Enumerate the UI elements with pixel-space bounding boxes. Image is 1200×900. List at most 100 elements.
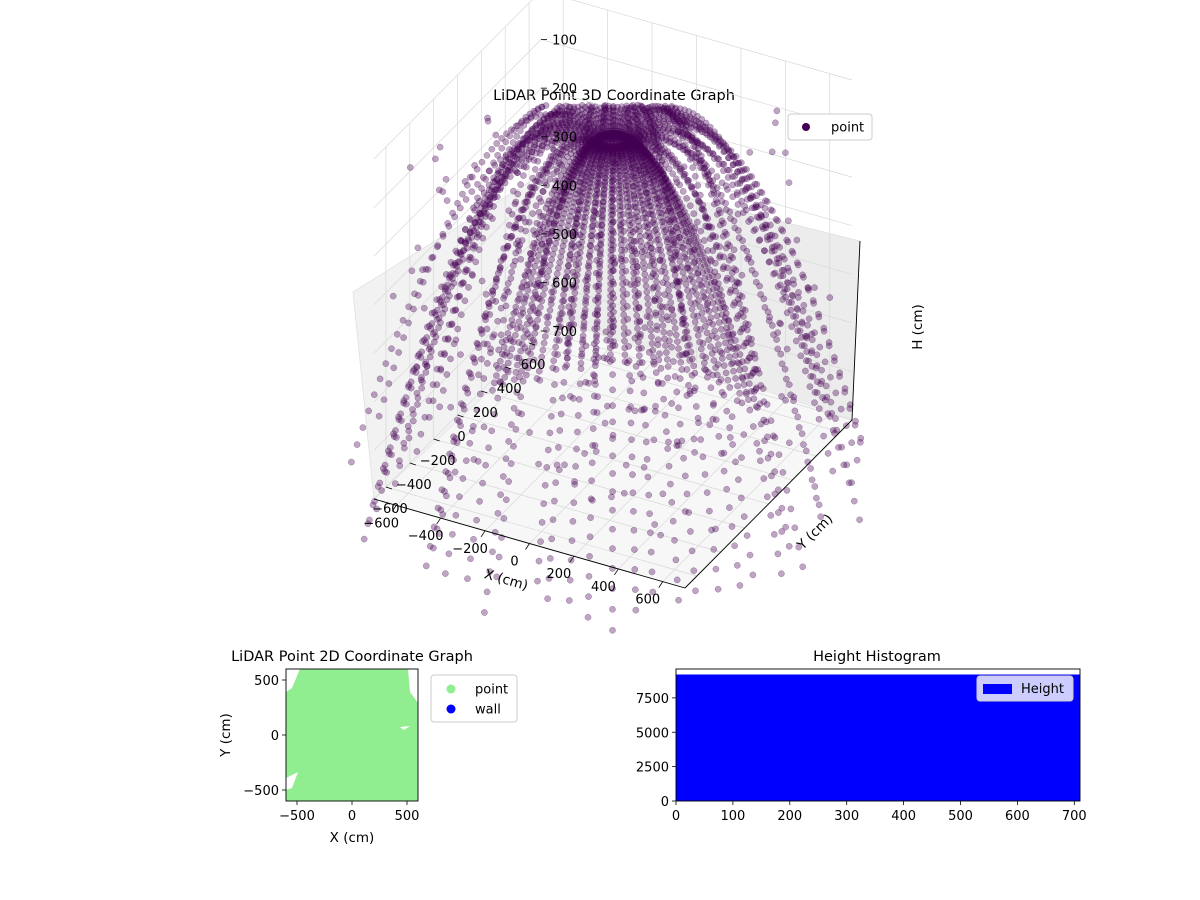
- point-marker: [661, 120, 669, 128]
- point-marker: [596, 275, 603, 282]
- point-marker: [722, 182, 730, 189]
- point-marker: [634, 263, 641, 271]
- point-marker: [785, 268, 793, 275]
- point-marker: [488, 427, 496, 435]
- point-marker: [617, 223, 624, 230]
- point-marker: [808, 347, 816, 355]
- point-marker: [667, 480, 674, 488]
- point-marker: [485, 181, 493, 189]
- point-marker: [482, 461, 489, 469]
- point-marker: [683, 255, 690, 263]
- point-marker: [683, 328, 691, 335]
- point-marker: [688, 253, 696, 261]
- point-marker: [538, 240, 546, 248]
- point-marker: [767, 512, 775, 519]
- point-marker: [492, 275, 500, 283]
- point-marker: [662, 133, 670, 140]
- point-marker: [545, 446, 552, 454]
- point-marker: [570, 499, 578, 507]
- point-marker: [567, 392, 574, 400]
- point-marker: [654, 135, 661, 143]
- z-tick-label-3d: 600: [552, 276, 577, 291]
- point-marker: [609, 386, 616, 394]
- point-marker: [650, 436, 658, 444]
- point-marker: [591, 372, 598, 380]
- point-marker: [763, 401, 771, 408]
- chart-2d-title: LiDAR Point 2D Coordinate Graph: [231, 649, 473, 665]
- point-marker: [742, 339, 749, 347]
- point-marker: [711, 278, 718, 286]
- point-marker: [747, 216, 755, 223]
- point-marker: [841, 388, 849, 396]
- point-marker: [512, 303, 520, 311]
- point-marker: [470, 244, 477, 252]
- point-marker: [528, 255, 535, 263]
- point-marker: [707, 343, 714, 350]
- point-marker: [437, 350, 445, 358]
- point-marker: [449, 307, 457, 315]
- point-marker: [544, 319, 551, 327]
- point-marker: [720, 449, 728, 457]
- point-marker: [822, 382, 830, 390]
- point-marker: [395, 349, 403, 356]
- point-marker: [675, 345, 682, 352]
- point-marker: [628, 377, 636, 385]
- point-marker: [712, 364, 719, 372]
- point-marker: [790, 393, 798, 401]
- point-marker: [718, 325, 725, 333]
- point-marker: [526, 429, 533, 436]
- point-marker: [804, 284, 812, 291]
- point-marker: [461, 178, 469, 185]
- point-marker: [671, 537, 678, 544]
- point-marker: [647, 529, 654, 537]
- point-marker: [656, 256, 664, 264]
- point-marker: [576, 254, 583, 262]
- y-axis-label-3d: Y (cm): [793, 511, 836, 554]
- point-marker: [724, 174, 732, 181]
- point-marker: [619, 286, 627, 294]
- point-marker: [602, 328, 610, 336]
- point-marker: [593, 409, 601, 416]
- point-marker: [753, 278, 760, 286]
- point-marker: [760, 295, 768, 303]
- point-marker: [701, 365, 708, 373]
- point-marker: [705, 307, 713, 315]
- point-marker: [782, 523, 789, 531]
- point-marker: [565, 303, 573, 311]
- point-marker: [557, 410, 565, 418]
- point-marker: [607, 304, 615, 312]
- point-marker: [664, 126, 672, 134]
- point-marker: [400, 444, 408, 452]
- point-marker: [609, 627, 616, 634]
- point-marker: [680, 171, 688, 178]
- hist-y-tick-label: 5000: [636, 726, 669, 741]
- point-marker: [703, 489, 711, 496]
- point-marker: [503, 286, 511, 294]
- point-marker: [545, 267, 553, 275]
- point-marker: [525, 314, 532, 321]
- x-tick-label-3d: −400: [408, 529, 444, 544]
- point-marker: [643, 313, 651, 320]
- point-marker: [517, 181, 524, 188]
- point-marker: [522, 327, 529, 335]
- point-marker: [698, 152, 705, 160]
- point-marker: [506, 323, 514, 331]
- point-marker: [609, 506, 616, 514]
- point-marker: [766, 258, 774, 266]
- point-marker: [500, 253, 508, 260]
- point-marker: [784, 264, 792, 272]
- point-marker: [516, 291, 524, 298]
- point-marker: [583, 287, 591, 295]
- point-marker: [709, 415, 717, 423]
- point-marker: [547, 555, 554, 562]
- point-marker: [549, 250, 557, 258]
- chart-histogram: Height Histogram 0 100 200 300 400 500 600 700 0…: [636, 649, 1087, 824]
- point-marker: [700, 288, 707, 296]
- point-marker: [831, 429, 838, 437]
- legend-histogram-swatch: [983, 684, 1012, 694]
- point-marker: [809, 297, 817, 304]
- point-marker: [442, 175, 450, 183]
- point-marker: [407, 378, 415, 386]
- point-marker: [729, 345, 737, 352]
- point-marker: [745, 354, 753, 361]
